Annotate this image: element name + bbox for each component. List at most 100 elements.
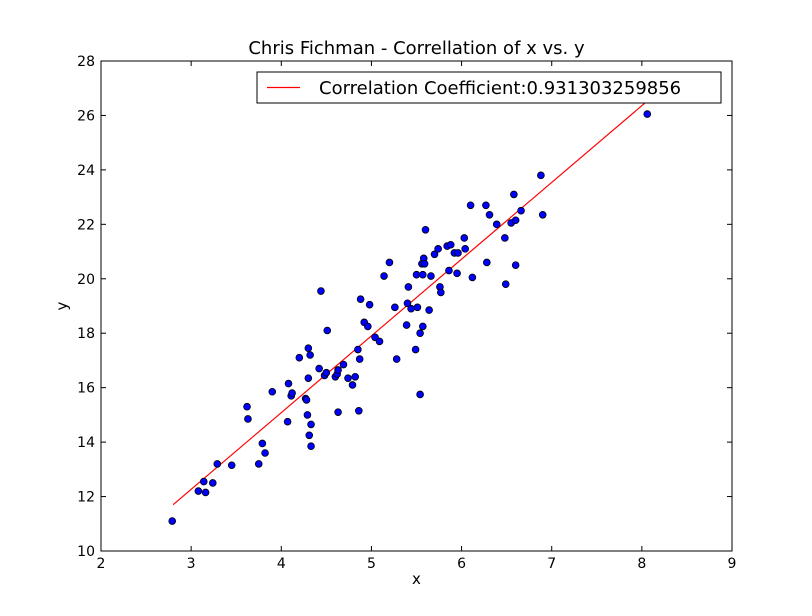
scatter-point (511, 261, 520, 269)
scatter-point (434, 245, 442, 253)
scatter-point (419, 322, 427, 331)
scatter-point (420, 260, 429, 268)
scatter-point (402, 321, 411, 329)
scatter-point (306, 351, 314, 359)
scatter-point (511, 216, 520, 225)
scatter-point (323, 326, 332, 335)
scatter-point (407, 304, 415, 313)
scatter-point (427, 272, 435, 280)
scatter-point (643, 110, 652, 118)
x-tick-label: 8 (637, 556, 646, 572)
x-tick-label: 3 (187, 556, 196, 572)
x-tick-label: 4 (277, 556, 286, 572)
scatter-point (351, 372, 360, 381)
scatter-point (419, 270, 427, 279)
scatter-point (258, 439, 267, 448)
scatter-point (307, 420, 315, 429)
scatter-point (303, 411, 312, 419)
scatter-point (501, 234, 509, 242)
scatter-point (339, 360, 348, 369)
y-tick-label: 12 (77, 490, 95, 506)
scatter-point (412, 270, 421, 279)
scatter-point (537, 171, 545, 180)
scatter-point (283, 417, 292, 426)
scatter-point (380, 272, 388, 280)
x-tick-label: 5 (367, 556, 376, 572)
scatter-point (446, 240, 455, 249)
scatter-point (365, 300, 374, 309)
plot-marks (168, 101, 652, 525)
y-tick-label: 28 (77, 54, 95, 70)
scatter-point (356, 295, 365, 303)
scatter-point (315, 364, 323, 373)
y-tick-label: 26 (77, 108, 95, 124)
x-axis-label: x (412, 570, 421, 588)
y-tick-label: 14 (77, 435, 95, 451)
scatter-point (194, 487, 203, 495)
legend-box (256, 71, 722, 104)
scatter-point (199, 477, 208, 486)
legend: Correlation Coefficient:0.931303259856 (256, 71, 722, 104)
scatter-point (354, 345, 362, 354)
scatter-point (466, 201, 475, 210)
y-tick-label: 16 (77, 381, 95, 397)
scatter-point (284, 379, 293, 388)
scatter-point (411, 345, 420, 354)
scatter-point (385, 258, 394, 267)
scatter-point (304, 374, 313, 382)
y-tick-label: 24 (77, 163, 95, 179)
scatter-point (364, 322, 372, 331)
scatter-point (404, 283, 413, 291)
scatter-point (485, 211, 494, 219)
scatter-point (421, 225, 430, 234)
scatter-point (468, 273, 477, 282)
scatter-point (355, 355, 364, 363)
scatter-point (348, 381, 357, 389)
scatter-point (413, 303, 422, 312)
scatter-point (201, 488, 210, 497)
axis-ticks: 2 3 4 5 6 7 8 9 10 12 14 16 18 20 22 24 26 28 (77, 54, 736, 572)
scatter-point (461, 245, 469, 253)
scatter-point (213, 460, 222, 468)
scatter-point (334, 366, 342, 374)
scatter-point (437, 288, 445, 297)
scatter-point (460, 234, 469, 242)
y-tick-label: 22 (77, 217, 95, 233)
y-tick-label: 10 (77, 544, 95, 560)
scatter-point (208, 479, 217, 487)
scatter-point (355, 407, 363, 415)
scatter-point (305, 431, 314, 440)
legend-entry-label: Correlation Coefficient:0.931303259856 (319, 78, 681, 99)
scatter-point (322, 368, 331, 377)
scatter-point (375, 337, 384, 346)
x-tick-label: 7 (547, 556, 556, 572)
scatter-point (168, 517, 177, 525)
scatter-point (510, 190, 518, 199)
scatter-point (317, 287, 325, 295)
scatter-point (261, 449, 269, 457)
scatter-point (295, 353, 304, 362)
y-axis-label: y (53, 301, 71, 310)
scatter-point (392, 355, 401, 363)
scatter-point (425, 306, 433, 314)
scatter-point (416, 329, 424, 338)
scatter-point (445, 266, 453, 275)
scatter-point (344, 374, 352, 382)
plot-frame (100, 60, 733, 552)
scatter-point (391, 303, 399, 312)
scatter-point (538, 211, 547, 219)
scatter-point (430, 250, 439, 259)
scatter-point (288, 389, 296, 397)
y-tick-label: 20 (77, 272, 95, 288)
scatter-point (483, 258, 491, 267)
chart-title: Chris Fichman - Correllation of x vs. y (248, 38, 585, 59)
x-tick-label: 2 (97, 556, 106, 572)
scatter-point (482, 201, 490, 210)
scatter-point (268, 387, 277, 396)
scatter-point (334, 408, 342, 416)
scatter-point (492, 220, 501, 229)
scatter-point (302, 396, 311, 404)
scatter-point (454, 249, 462, 257)
